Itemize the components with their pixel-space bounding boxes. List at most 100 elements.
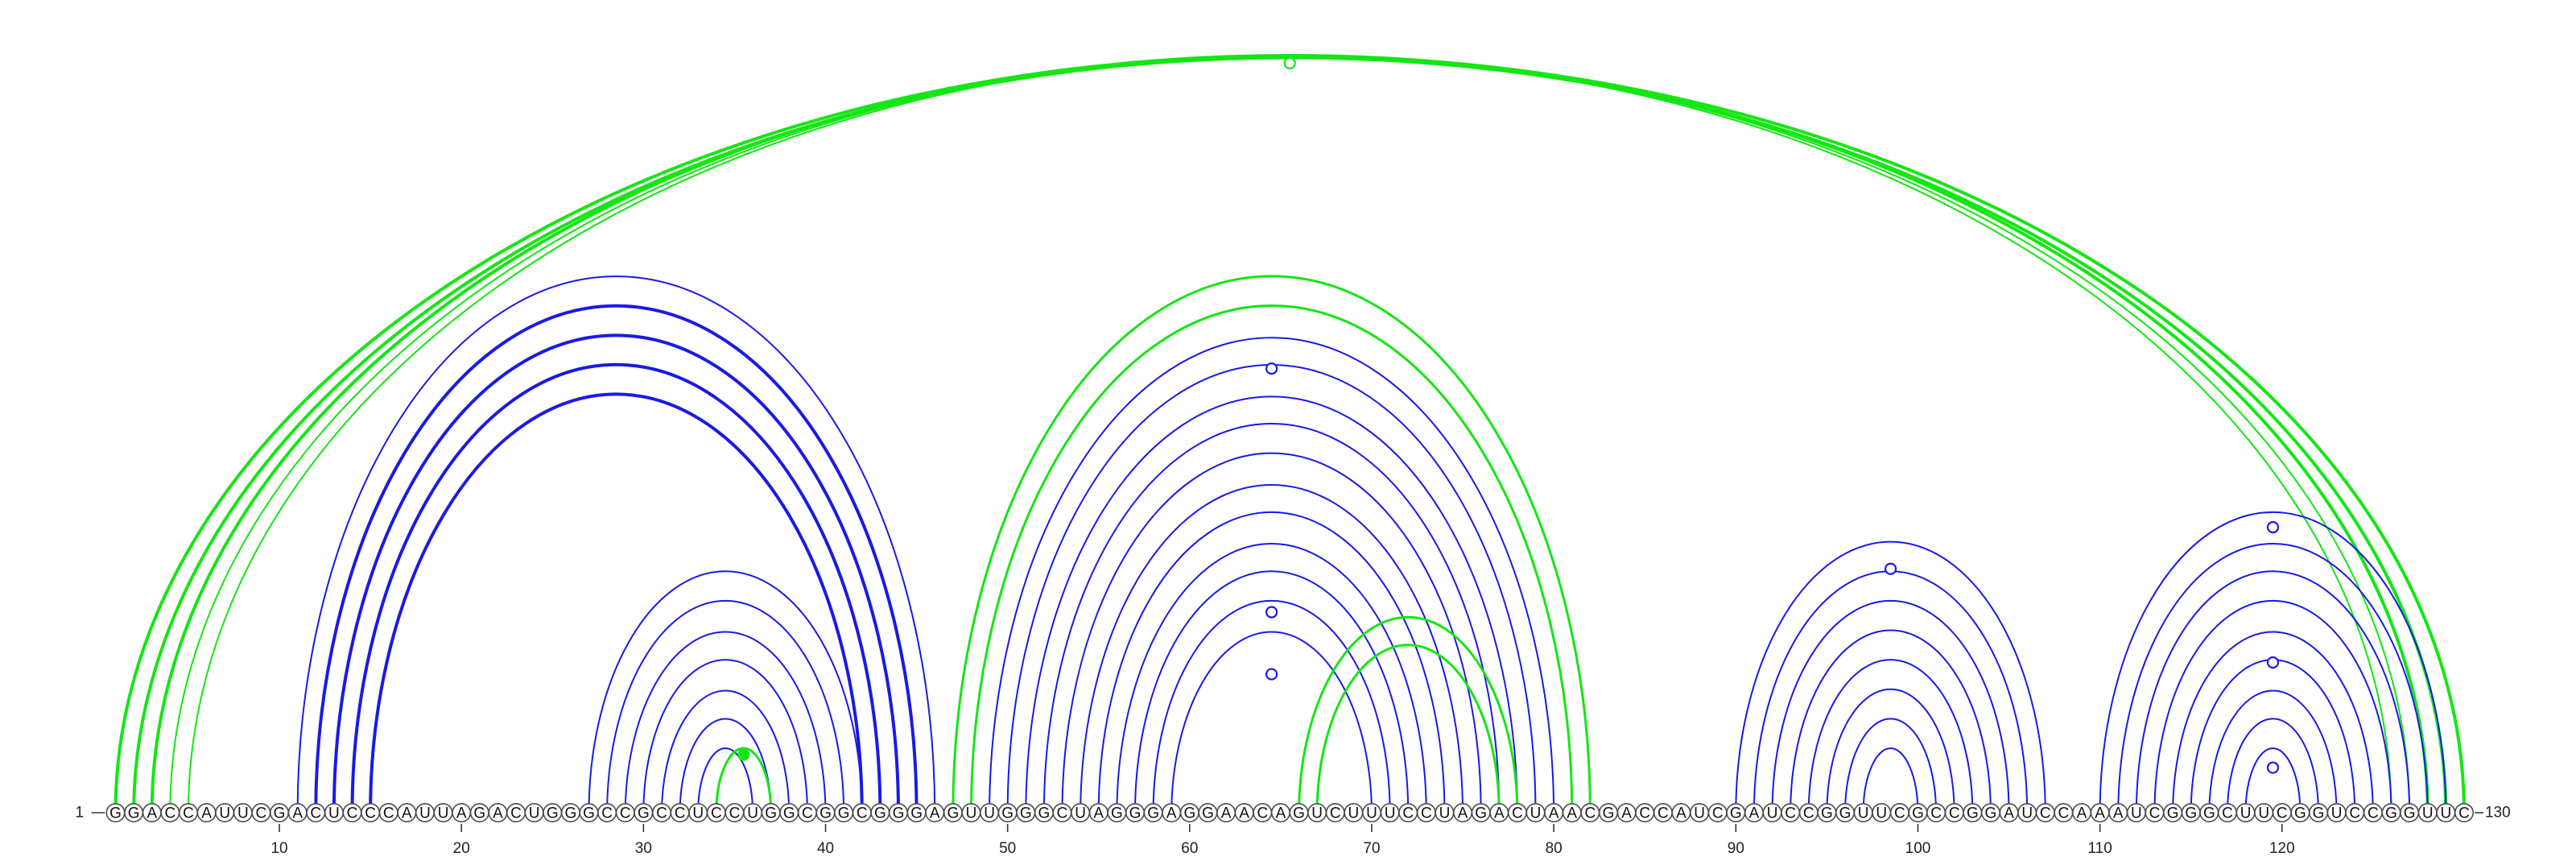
blue-arc-51-78 (1025, 395, 1518, 814)
blue-arc-117-122 (2226, 718, 2320, 814)
green-arc-47-82 (952, 275, 1591, 814)
nucleotide-76: G (1471, 802, 1491, 822)
tick-label-20: 20 (453, 840, 470, 857)
nucleotide-55: A (1088, 802, 1108, 822)
nucleotide-36: U (743, 802, 763, 822)
nucleotide-letter: C (857, 805, 868, 822)
nucleotide-25: G (543, 802, 563, 822)
nucleotide-117: C (2217, 802, 2237, 822)
nucleotide-letter: A (201, 805, 212, 822)
tick-label-60: 60 (1181, 840, 1198, 857)
nucleotide-letter: G (547, 805, 559, 822)
nucleotide-letter: G (947, 805, 959, 822)
blue-arc-12-45 (314, 304, 919, 814)
nucleotide-letter: U (328, 805, 340, 822)
nucleotide-letter: G (583, 805, 595, 822)
nucleotide-40: G (815, 802, 836, 822)
nucleotide-letter: U (1385, 805, 1396, 822)
blue-arc-91-106 (1752, 570, 2029, 814)
nucleotide-106: U (2017, 802, 2037, 822)
nucleotide-letter: A (1166, 805, 1177, 822)
nucleotide-letter: A (930, 805, 940, 822)
nucleotide-72: C (1398, 802, 1418, 822)
blue-arc-33-36 (697, 747, 754, 814)
nucleotide-32: C (670, 802, 690, 822)
nucleotide-letter: G (565, 805, 577, 822)
blue-arc-111-128 (2117, 543, 2429, 814)
nucleotide-8: U (233, 802, 253, 822)
nucleotide-56: G (1107, 802, 1127, 822)
nucleotide-letter: C (2222, 805, 2233, 822)
blue-arc-32-37 (679, 718, 772, 814)
nucleotide-7: U (215, 802, 235, 822)
nucleotide-letter: C (383, 805, 394, 822)
nucleotide-52: G (1034, 802, 1054, 822)
nucleotide-81: A (1562, 802, 1582, 822)
nucleotide-38: G (779, 802, 799, 822)
nucleotide-116: G (2199, 802, 2219, 822)
nucleotide-letter: C (1894, 805, 1905, 822)
nucleotide-letter: A (402, 805, 412, 822)
green-arc-2-129 (132, 56, 2448, 814)
nucleotide-115: G (2181, 802, 2201, 822)
nucleotide-37: G (761, 802, 781, 822)
nucleotide-43: G (870, 802, 890, 822)
nucleotide-3: A (142, 802, 162, 822)
tick-label-80: 80 (1546, 840, 1563, 857)
nucleotide-75: A (1453, 802, 1473, 822)
nucleotide-letter: G (1293, 805, 1305, 822)
nucleotide-53: C (1052, 802, 1072, 822)
nucleotide-9: C (251, 802, 271, 822)
nucleotide-26: G (560, 802, 580, 822)
nucleotide-letter: G (2294, 805, 2306, 822)
nucleotide-125: C (2363, 802, 2383, 822)
nucleotide-letter: A (1239, 805, 1249, 822)
nucleotide-letter: G (1038, 805, 1051, 822)
nucleotide-69: U (1344, 802, 1364, 822)
nucleotide-83: G (1599, 802, 1619, 822)
nucleotide-letter: G (1202, 805, 1214, 822)
nucleotide-20: A (452, 802, 472, 822)
nucleotide-letter: G (1603, 805, 1615, 822)
nucleotide-90: G (1726, 802, 1746, 822)
nucleotide-letter: G (2313, 805, 2325, 822)
nucleotide-114: G (2163, 802, 2183, 822)
nucleotide-letter: C (2349, 805, 2360, 822)
blue-arc-58-71 (1152, 599, 1391, 814)
nucleotide-letter: C (675, 805, 686, 822)
nucleotide-circle (2454, 802, 2474, 822)
nucleotide-letter: U (2131, 805, 2142, 822)
nucleotide-103: G (1963, 802, 1983, 822)
nucleotide-126: G (2381, 802, 2401, 822)
nucleotide-46: A (925, 802, 945, 822)
nucleotide-93: C (1781, 802, 1801, 822)
blue-marker-6 (2266, 520, 2280, 534)
blue-arc-57-72 (1134, 570, 1410, 814)
blue-arc-52-77 (1042, 423, 1501, 814)
nucleotide-121: G (2290, 802, 2310, 822)
nucleotide-letter: U (747, 805, 758, 822)
nucleotide-letter: U (1876, 805, 1887, 822)
nucleotide-letter: C (1585, 805, 1596, 822)
nucleotide-73: C (1416, 802, 1436, 822)
position-axis: 10 20 30 40 50 60 70 80 90 100 110 120 (270, 824, 2295, 857)
blue-arc-94-103 (1807, 659, 1974, 814)
nucleotide-57: G (1125, 802, 1145, 822)
nucleotide-letter: G (1129, 805, 1141, 822)
blue-arc-96-101 (1844, 718, 1938, 814)
nucleotide-23: C (506, 802, 526, 822)
nucleotide-48: U (961, 802, 981, 822)
nucleotide-letter: C (1803, 805, 1814, 822)
nucleotide-letter: C (1257, 805, 1268, 822)
nucleotide-letter: C (1930, 805, 1942, 822)
nucleotide-letter: C (1785, 805, 1796, 822)
tick-label-100: 100 (1905, 840, 1931, 857)
blue-arc-15-42 (369, 392, 864, 814)
nucleotide-letter: U (1858, 805, 1869, 822)
nucleotide-letter: U (2021, 805, 2033, 822)
nucleotide-78: C (1507, 802, 1527, 822)
nucleotide-letter: G (1985, 805, 1997, 822)
nucleotide-letter: G (638, 805, 650, 822)
nucleotide-112: U (2126, 802, 2146, 822)
nucleotide-letter: G (1147, 805, 1159, 822)
